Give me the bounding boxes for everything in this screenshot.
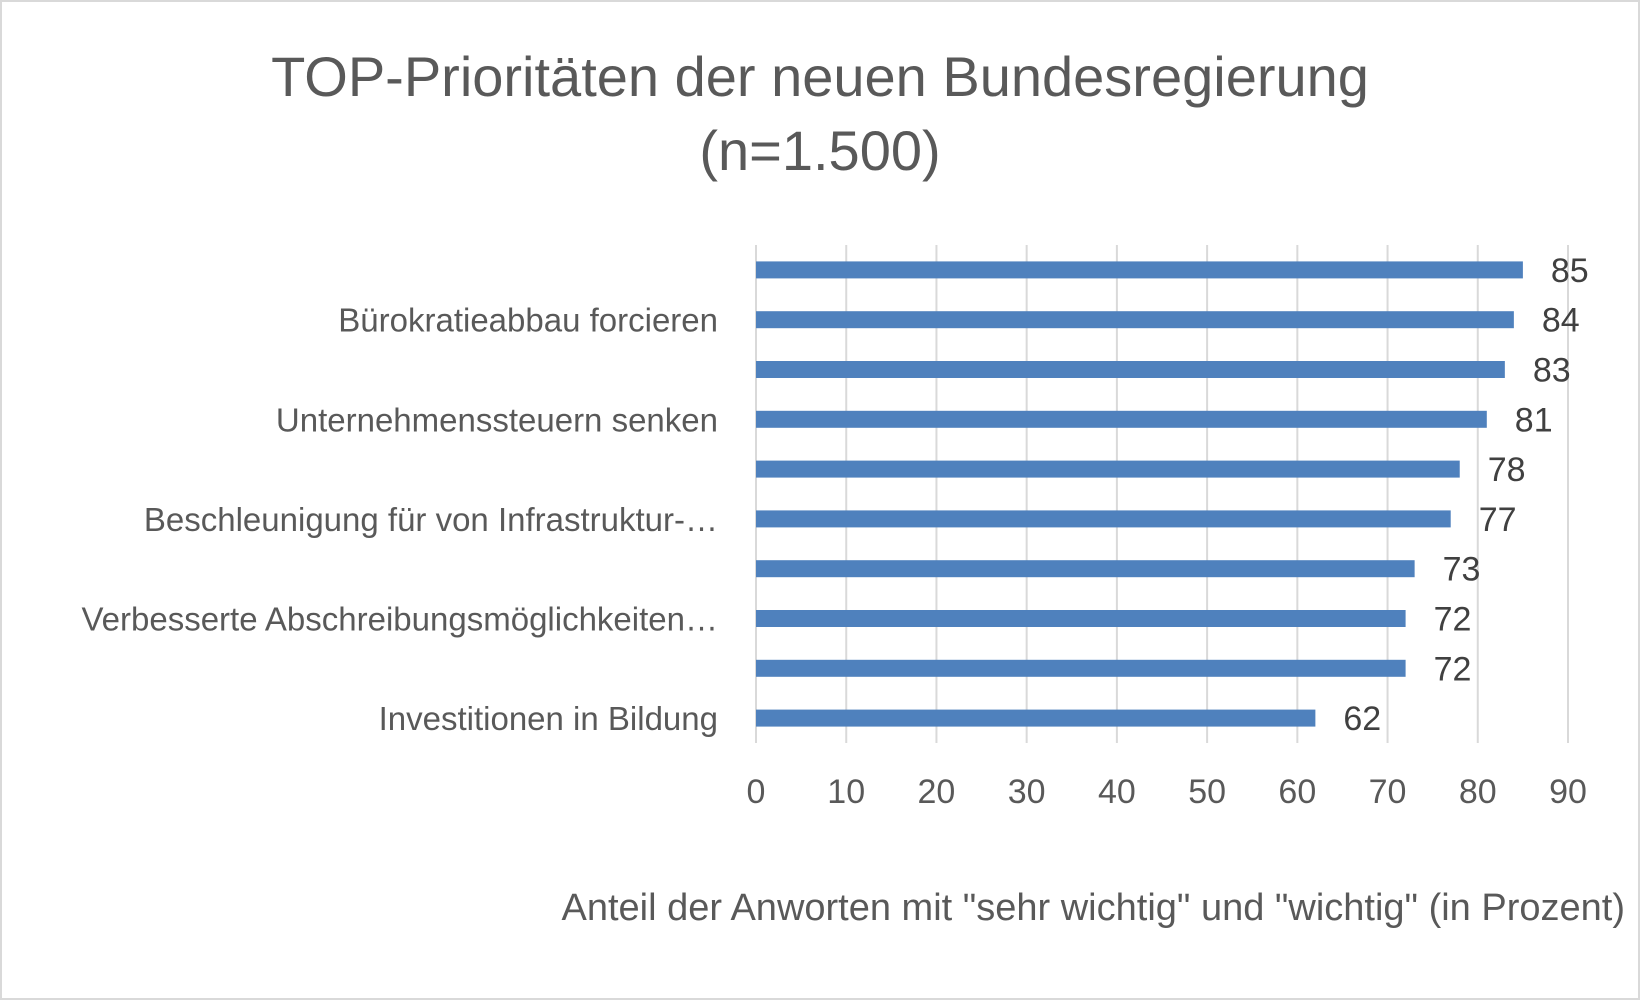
bar — [756, 261, 1523, 279]
data-label: 77 — [1479, 501, 1517, 539]
x-tick-label: 50 — [1188, 773, 1226, 811]
bar — [756, 311, 1514, 329]
x-tick-label: 40 — [1098, 773, 1136, 811]
bar — [756, 410, 1487, 428]
data-label: 83 — [1533, 352, 1571, 390]
bar — [756, 510, 1451, 528]
category-label: Beschleunigung für von Infrastruktur-… — [144, 501, 718, 538]
chart-title: TOP-Prioritäten der neuen Bundesregierun… — [271, 45, 1369, 182]
x-axis-title: Anteil der Anworten mit "sehr wichtig" u… — [561, 887, 1625, 929]
bar-layer — [756, 261, 1523, 727]
bar — [756, 709, 1316, 727]
bar — [756, 460, 1460, 478]
x-tick-label: 30 — [1008, 773, 1046, 811]
data-label: 81 — [1515, 401, 1553, 439]
x-tick-label: 0 — [747, 773, 766, 811]
label-layer: 0 10 20 30 40 50 60 70 80 90 85 84 Bürokratieabbau f… — [81, 252, 1588, 811]
category-label: Bürokratieabbau forcieren — [338, 302, 718, 339]
category-label: Unternehmenssteuern senken — [276, 401, 718, 438]
x-tick-label: 60 — [1278, 773, 1316, 811]
bar — [756, 560, 1415, 578]
data-label: 62 — [1343, 700, 1381, 738]
x-tick-label: 90 — [1549, 773, 1587, 811]
data-label: 73 — [1443, 551, 1481, 589]
data-label: 72 — [1434, 601, 1472, 639]
x-tick-label: 70 — [1369, 773, 1407, 811]
category-label: Verbesserte Abschreibungsmöglichkeiten… — [81, 601, 718, 638]
data-label: 85 — [1551, 252, 1589, 290]
data-label: 78 — [1488, 451, 1526, 489]
bar — [756, 361, 1505, 378]
data-label: 72 — [1434, 650, 1472, 688]
data-label: 84 — [1542, 302, 1580, 340]
bar — [756, 659, 1406, 677]
x-tick-label: 20 — [918, 773, 956, 811]
x-tick-label: 80 — [1459, 773, 1497, 811]
category-label: Investitionen in Bildung — [379, 700, 718, 737]
bar — [756, 610, 1406, 627]
x-tick-label: 10 — [827, 773, 865, 811]
